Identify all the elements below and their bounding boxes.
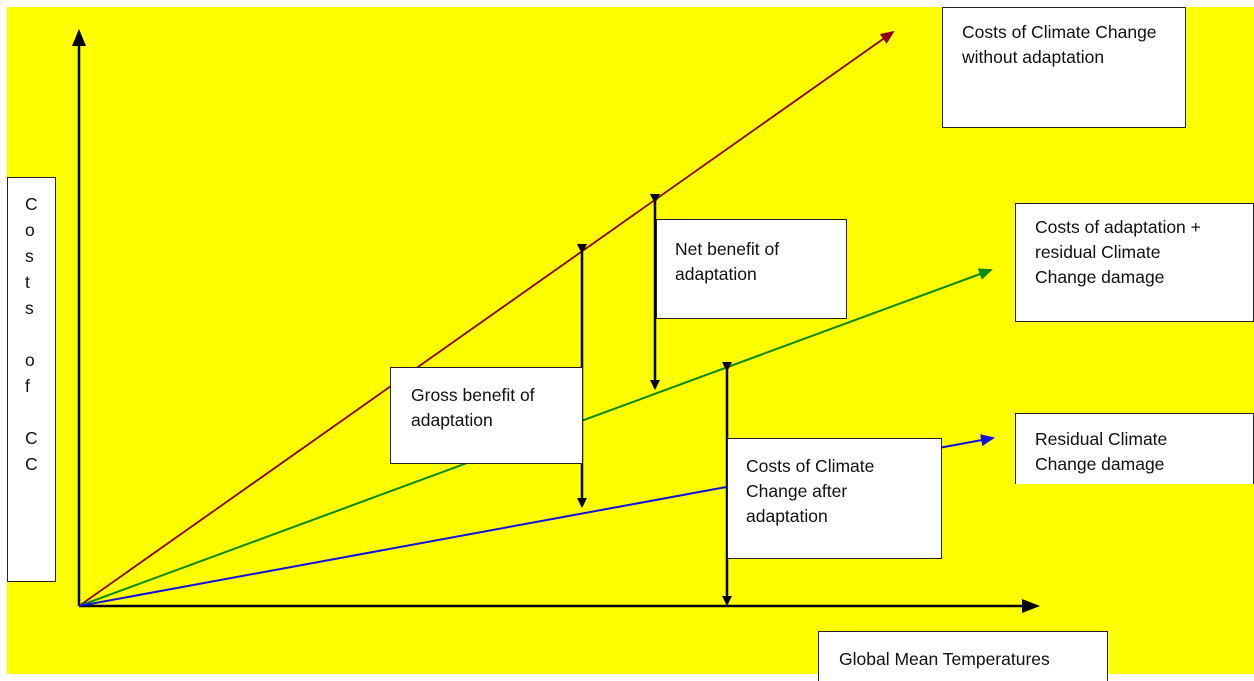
y-axis-arrowhead	[72, 29, 86, 46]
y-axis-label-char: o	[25, 220, 35, 240]
label-residual: Residual Climate Change damage	[1035, 429, 1168, 474]
gross-benefit-box: Gross benefit of adaptation	[390, 367, 583, 464]
gross-benefit-label: Gross benefit of adaptation	[411, 385, 535, 430]
y-axis-label-char: s	[25, 298, 34, 318]
label-residual-box: Residual Climate Change damage	[1015, 413, 1254, 484]
after-adaptation-label: Costs of Climate Change after adaptation	[746, 456, 875, 526]
line-without-adaptation	[78, 30, 895, 607]
y-axis-label-char: o	[25, 350, 35, 370]
y-axis-label-char	[25, 321, 30, 347]
label-without-adaptation-box: Costs of Climate Change without adaptati…	[942, 7, 1186, 128]
y-axis-label-char: s	[25, 246, 34, 266]
y-axis-label-char	[25, 399, 30, 425]
label-with-adaptation: Costs of adaptation + residual Climate C…	[1035, 217, 1201, 287]
y-axis-label-char: f	[25, 376, 30, 396]
y-axis-label-char: C	[25, 194, 38, 214]
x-axis-label: Global Mean Temperatures	[839, 649, 1050, 669]
x-axis-label-box: Global Mean Temperatures	[818, 631, 1108, 681]
label-with-adaptation-box: Costs of adaptation + residual Climate C…	[1015, 203, 1254, 322]
net-benefit-label: Net benefit of adaptation	[675, 239, 780, 284]
after-adaptation-box: Costs of Climate Change after adaptation	[727, 438, 942, 559]
label-without-adaptation: Costs of Climate Change without adaptati…	[962, 22, 1157, 67]
y-axis-label-char: C	[25, 428, 38, 448]
x-axis-arrowhead	[1022, 599, 1040, 613]
y-axis-label-char: t	[25, 272, 30, 292]
y-axis-label-char: C	[25, 454, 38, 474]
net-benefit-box: Net benefit of adaptation	[656, 219, 847, 319]
